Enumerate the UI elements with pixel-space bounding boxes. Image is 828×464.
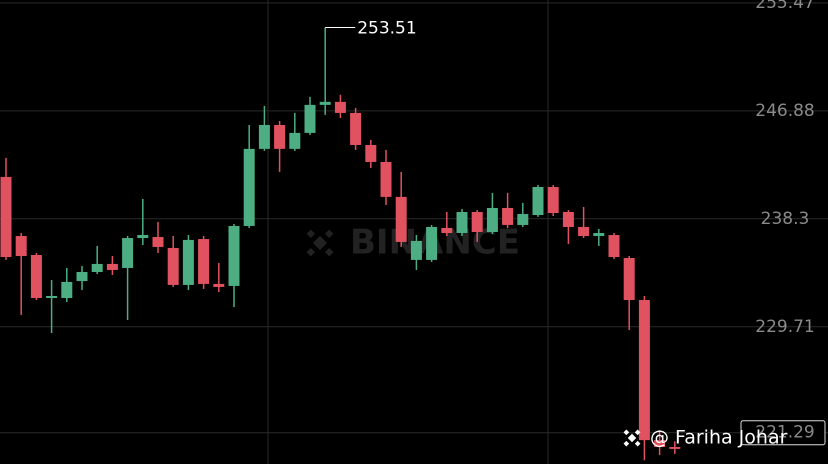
- candle-body: [46, 296, 58, 299]
- candle-body: [654, 440, 666, 448]
- candle-body: [365, 144, 377, 162]
- candle-body: [486, 207, 498, 232]
- candle-body: [274, 124, 286, 149]
- candle-body: [578, 226, 590, 237]
- candle-body: [593, 233, 605, 237]
- candle-body: [638, 300, 650, 441]
- candle-body: [502, 207, 514, 225]
- candle-body: [456, 212, 468, 234]
- candle-body: [532, 186, 544, 216]
- max-label: 253.51: [357, 19, 416, 39]
- watermark-logo: [306, 229, 334, 257]
- candle-body: [623, 258, 635, 301]
- y-tick-label: 221.29: [755, 423, 814, 443]
- candle-body: [426, 226, 438, 260]
- candle-body: [15, 236, 27, 257]
- y-tick-label: 229.71: [755, 317, 814, 337]
- candle-body: [380, 161, 392, 197]
- candle-body: [61, 281, 73, 299]
- candle-body: [669, 447, 681, 449]
- candle-body: [228, 225, 240, 286]
- candle-body: [137, 235, 149, 239]
- watermark: BINANCE: [306, 223, 520, 263]
- candle-body: [289, 132, 301, 149]
- candle-body: [91, 263, 103, 272]
- credit: @ Fariha Johar: [650, 427, 788, 449]
- candle-body: [152, 237, 164, 247]
- candle-body: [350, 112, 362, 145]
- y-tick-label: 246.88: [755, 101, 814, 121]
- candle-body: [608, 235, 620, 258]
- candle-body: [258, 124, 270, 149]
- candle-body: [122, 238, 134, 268]
- y-tick-label: 238.3: [761, 209, 810, 229]
- candle-body: [547, 186, 559, 214]
- current-price-box: [740, 420, 826, 446]
- candle-body: [441, 227, 453, 234]
- candle-body: [410, 240, 422, 260]
- candle-body: [304, 104, 316, 133]
- candle-body: [0, 176, 12, 258]
- candle-body: [471, 212, 483, 232]
- candle-body: [243, 148, 255, 226]
- candle-body: [30, 255, 42, 299]
- candle-body: [106, 263, 118, 270]
- candle-body: [319, 101, 331, 105]
- candle-body: [334, 101, 346, 113]
- candle-body: [167, 247, 179, 285]
- candle-body: [562, 212, 574, 227]
- candle-body: [76, 271, 88, 282]
- y-tick-label: 255.47: [755, 0, 814, 13]
- candle-body: [182, 239, 194, 285]
- candle-body: [517, 214, 529, 225]
- candle-body: [213, 283, 225, 287]
- candle-body: [198, 239, 210, 284]
- candle-body: [395, 196, 407, 242]
